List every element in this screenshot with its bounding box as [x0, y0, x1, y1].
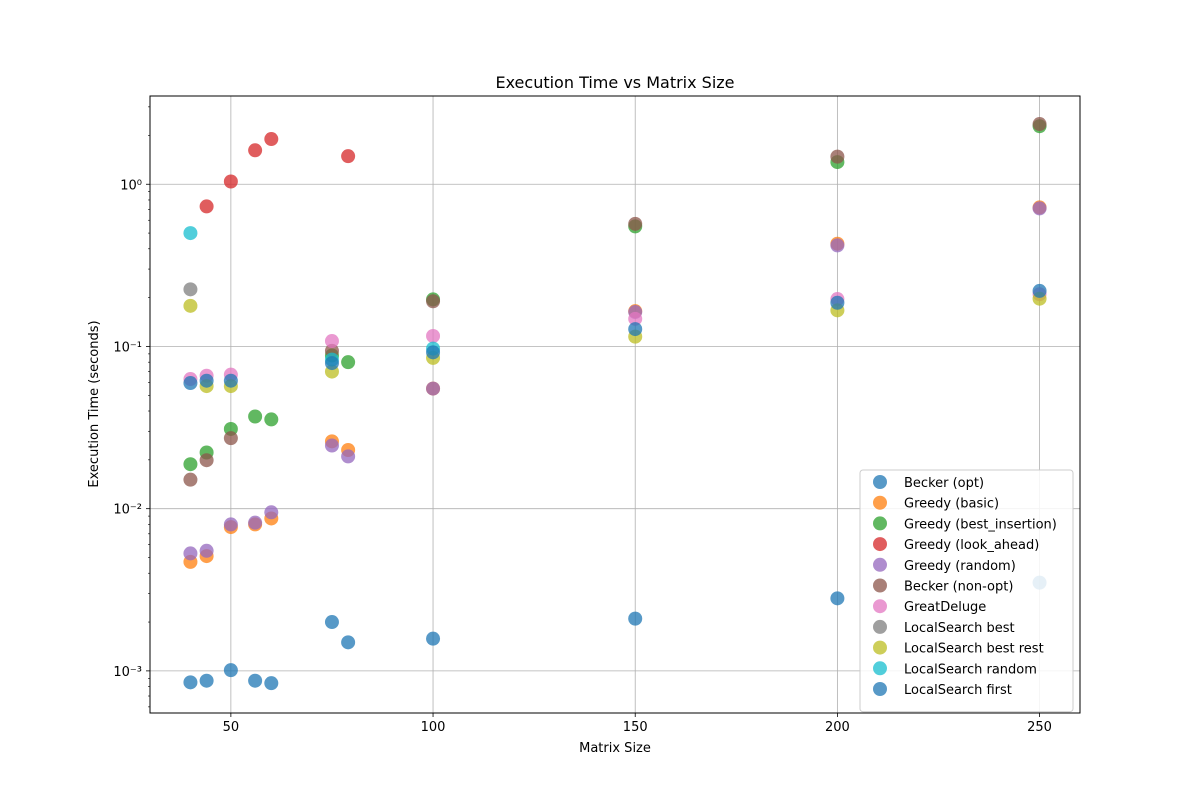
y-tick-label: 10⁻² [113, 503, 142, 518]
data-point [1032, 283, 1047, 298]
legend-marker [873, 619, 887, 634]
data-point [264, 505, 279, 520]
data-point [324, 615, 339, 630]
data-point [183, 472, 198, 487]
legend-marker [873, 640, 887, 655]
data-point [324, 356, 339, 371]
data-point [199, 453, 214, 468]
legend-label: LocalSearch random [904, 662, 1037, 677]
legend-label: LocalSearch first [904, 683, 1012, 698]
legend-box [859, 469, 1074, 713]
data-point [341, 635, 356, 650]
x-tick-label: 100 [421, 720, 446, 735]
data-point [223, 373, 238, 388]
legend-marker [873, 682, 887, 696]
y-tick-label: 10⁻¹ [113, 340, 142, 355]
x-tick-label: 150 [623, 720, 648, 735]
data-point [183, 226, 198, 241]
data-point [628, 322, 643, 337]
x-tick-label: 50 [223, 720, 240, 735]
data-point [248, 673, 263, 688]
data-point [324, 334, 339, 349]
ticks-layer: 50 100 150 200 250 10⁻³ 10⁻² 10⁻¹ 10⁰ [113, 106, 1052, 735]
data-point [426, 294, 441, 309]
y-tick-label: 10⁰ [120, 178, 142, 193]
legend-label: Greedy (basic) [904, 497, 999, 512]
data-point [264, 132, 279, 147]
data-point [183, 376, 198, 391]
y-axis-title: Execution Time (seconds) [87, 320, 102, 487]
legend-label: Becker (non-opt) [904, 580, 1013, 595]
data-point [426, 381, 441, 396]
data-point [426, 345, 441, 360]
data-point [628, 216, 643, 231]
points-layer [183, 117, 1047, 691]
data-point [264, 676, 279, 691]
data-point [223, 663, 238, 678]
legend: Becker (opt) Greedy (basic) Greedy (best_i… [859, 469, 1074, 713]
data-point [341, 449, 356, 464]
data-point [1032, 117, 1047, 132]
data-point [324, 438, 339, 453]
legend-marker [873, 661, 887, 676]
legend-marker [873, 557, 887, 572]
data-point [830, 238, 845, 253]
data-point [248, 143, 263, 158]
data-point [223, 517, 238, 532]
data-point [628, 311, 643, 326]
data-point [223, 431, 238, 446]
chart-title: Execution Time vs Matrix Size [495, 73, 734, 92]
data-point [199, 543, 214, 558]
legend-marker [873, 516, 887, 531]
legend-marker [873, 495, 887, 510]
legend-marker [873, 537, 887, 552]
data-point [183, 675, 198, 690]
x-tick-label: 250 [1027, 720, 1052, 735]
data-point [199, 673, 214, 688]
legend-marker [873, 599, 887, 614]
data-point [183, 298, 198, 313]
data-point [183, 282, 198, 297]
legend-marker [873, 578, 887, 593]
data-point [830, 149, 845, 164]
y-tick-label: 10⁻³ [113, 665, 142, 680]
data-point [248, 409, 263, 424]
data-point [264, 412, 279, 427]
legend-label: Greedy (look_ahead) [904, 538, 1039, 553]
data-point [830, 295, 845, 310]
data-point [248, 515, 263, 530]
data-point [1032, 201, 1047, 216]
data-point [183, 457, 198, 472]
data-point [183, 546, 198, 561]
x-tick-label: 200 [825, 720, 850, 735]
data-point [628, 611, 643, 626]
data-point [426, 329, 441, 344]
data-point [426, 631, 441, 646]
legend-label: GreatDeluge [904, 600, 986, 615]
legend-label: LocalSearch best [904, 621, 1015, 636]
legend-label: Becker (opt) [904, 476, 984, 491]
legend-label: LocalSearch best rest [904, 642, 1044, 657]
legend-label: Greedy (random) [904, 559, 1016, 574]
legend-marker [873, 475, 887, 489]
plot-frame [149, 95, 1081, 714]
legend-label: Greedy (best_insertion) [904, 517, 1057, 532]
data-point [223, 174, 238, 189]
data-point [199, 373, 214, 388]
data-point [830, 591, 845, 606]
data-point [341, 355, 356, 370]
x-axis-title: Matrix Size [579, 741, 651, 756]
data-point [199, 199, 214, 214]
data-point [341, 149, 356, 164]
